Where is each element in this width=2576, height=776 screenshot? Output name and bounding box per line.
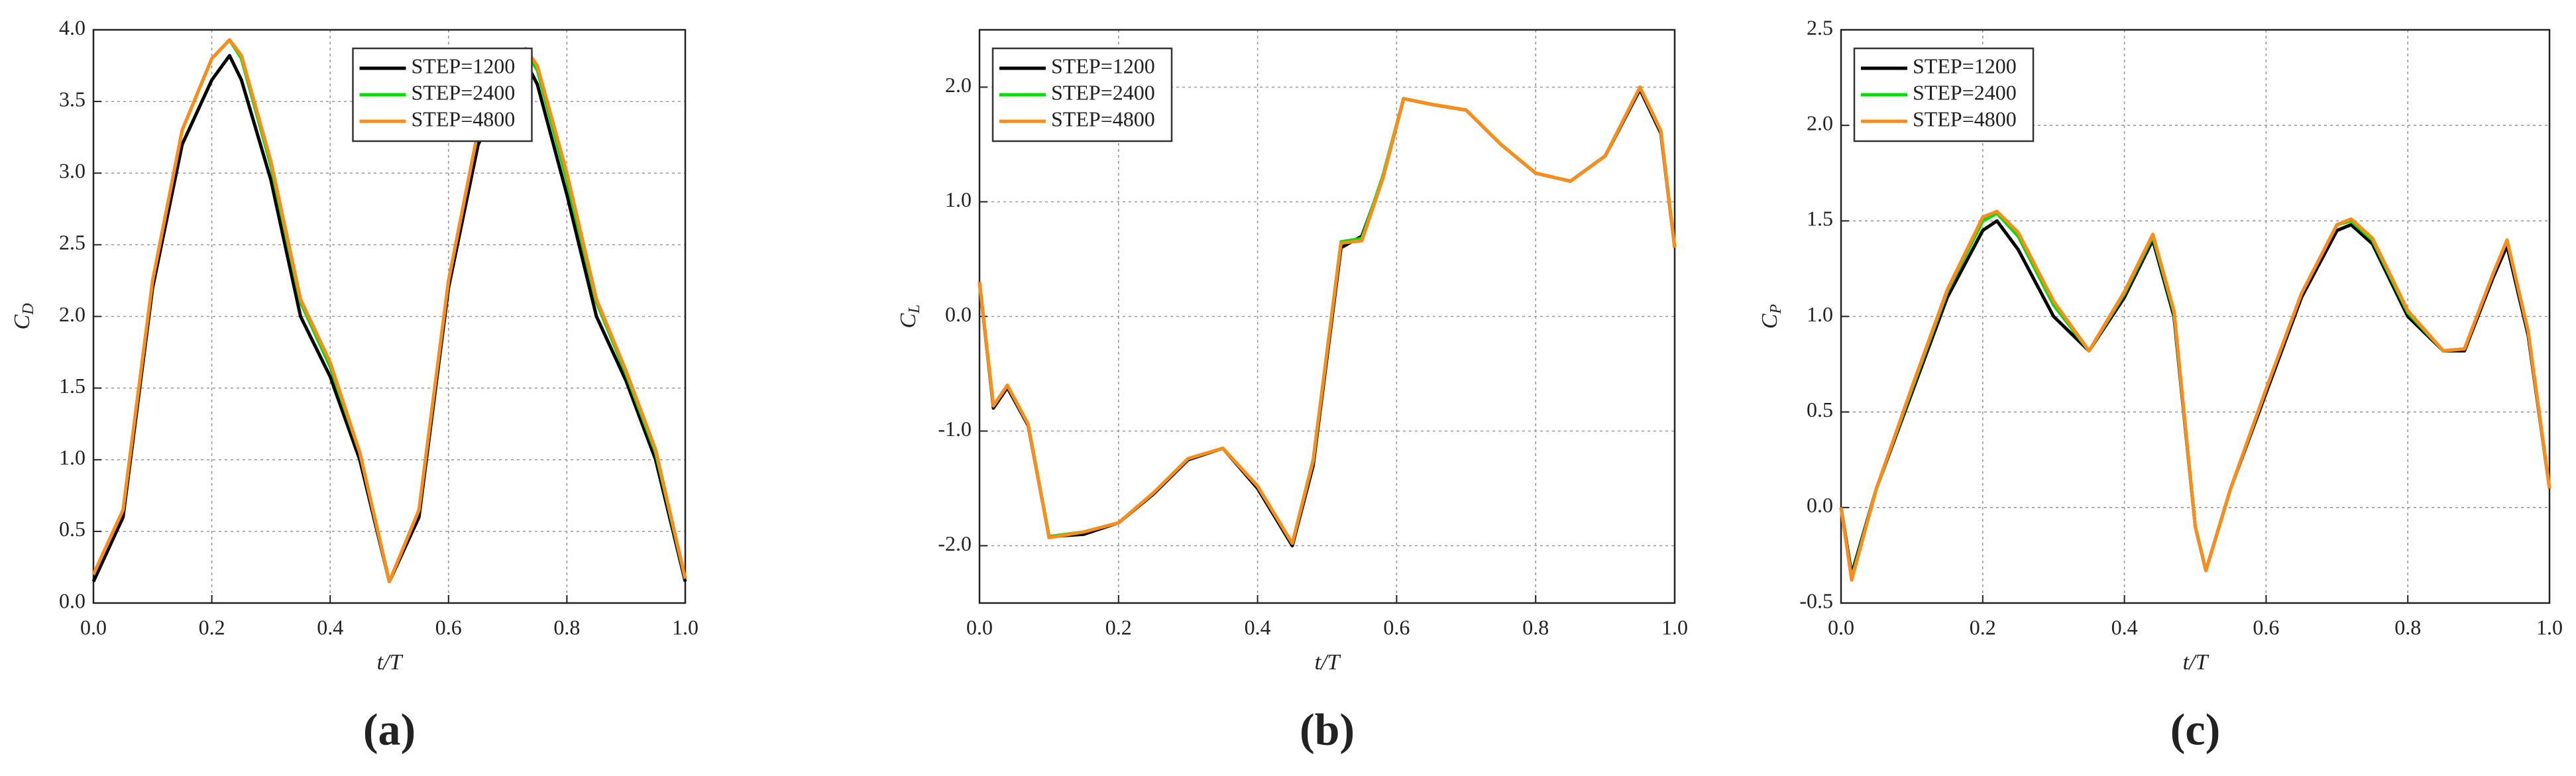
x-tick-label: 0.8 — [553, 615, 580, 639]
y-tick-label: 0.5 — [1807, 398, 1833, 421]
legend-label: STEP=4800 — [1051, 107, 1155, 131]
y-tick-label: 1.5 — [1807, 207, 1833, 231]
y-tick-label: 0.0 — [945, 302, 972, 326]
y-tick-label: -0.5 — [1799, 588, 1833, 612]
plot-frame — [1840, 28, 2551, 604]
x-tick-label: 0.4 — [2111, 615, 2138, 639]
y-tick-label: 1.5 — [59, 374, 85, 398]
x-tick-label: 0.0 — [80, 615, 107, 639]
legend-label: STEP=1200 — [1051, 54, 1155, 78]
legend-label: STEP=2400 — [1051, 80, 1155, 104]
y-tick-label: 1.0 — [1807, 302, 1833, 326]
plot-frame — [92, 28, 687, 604]
legend-label: STEP=2400 — [412, 80, 516, 104]
legend-label: STEP=1200 — [412, 54, 516, 78]
x-tick-label: 0.2 — [1105, 615, 1132, 639]
y-axis-title-main: C — [1758, 313, 1782, 329]
x-tick-label: 0.6 — [1383, 615, 1410, 639]
data-line — [978, 85, 1677, 545]
x-tick-label: 0.6 — [2253, 615, 2279, 639]
y-tick-label: 3.5 — [59, 87, 85, 111]
y-axis-title-sub: P — [1767, 304, 1785, 314]
legend-label: STEP=4800 — [1913, 107, 2017, 131]
y-tick-label: 2.0 — [945, 73, 972, 97]
y-axis-title-main: C — [896, 313, 921, 329]
x-tick-label: 0.0 — [1828, 615, 1854, 639]
y-tick-label: 1.0 — [59, 445, 85, 469]
panel-label: (b) — [1300, 704, 1355, 755]
y-tick-label: 4.0 — [59, 15, 85, 39]
y-tick-label: 2.0 — [59, 302, 85, 326]
x-tick-label: 0.4 — [1245, 615, 1271, 639]
legend-label: STEP=1200 — [1913, 54, 2017, 78]
x-tick-label: 0.8 — [1522, 615, 1549, 639]
y-axis-title-sub: D — [20, 303, 37, 315]
y-axis-title-main: C — [10, 315, 34, 330]
y-axis-title: CP — [1758, 304, 1785, 329]
x-tick-label: 0.2 — [1970, 615, 1996, 639]
y-axis-title-sub: L — [906, 304, 923, 313]
x-axis-title: t/T — [2183, 650, 2210, 675]
panel-label: (c) — [2170, 704, 2220, 755]
y-axis-title: CD — [10, 303, 37, 329]
y-tick-label: 2.5 — [59, 231, 85, 254]
y-tick-label: 3.0 — [59, 159, 85, 183]
legend-label: STEP=2400 — [1913, 80, 2017, 104]
data-line — [91, 38, 687, 584]
legend-box — [1853, 47, 2035, 142]
x-axis-title: t/T — [377, 650, 404, 675]
y-tick-label: 1.0 — [945, 188, 972, 211]
x-tick-label: 0.0 — [966, 615, 993, 639]
data-line — [1839, 209, 2551, 582]
y-axis-title: CL — [896, 304, 923, 328]
x-tick-label: 0.4 — [317, 615, 343, 639]
y-tick-label: 2.0 — [1807, 111, 1833, 135]
legend-label: STEP=4800 — [412, 107, 516, 131]
y-tick-label: 0.0 — [59, 588, 85, 612]
data-line — [978, 85, 1677, 545]
x-axis-title: t/T — [1315, 650, 1341, 675]
x-tick-label: 1.0 — [2536, 615, 2563, 639]
x-tick-label: 0.6 — [435, 615, 462, 639]
y-tick-label: -1.0 — [938, 417, 972, 441]
x-tick-label: 0.8 — [2394, 615, 2421, 639]
data-line — [978, 87, 1677, 547]
panel-label: (a) — [363, 704, 416, 755]
y-tick-label: 0.5 — [59, 517, 85, 541]
plot-frame — [978, 28, 1676, 604]
y-tick-label: 0.0 — [1807, 493, 1833, 517]
x-tick-label: 0.2 — [199, 615, 225, 639]
x-tick-label: 1.0 — [672, 615, 699, 639]
x-tick-label: 1.0 — [1661, 615, 1688, 639]
y-tick-label: 2.5 — [1807, 15, 1833, 39]
y-tick-label: -2.0 — [938, 531, 972, 555]
